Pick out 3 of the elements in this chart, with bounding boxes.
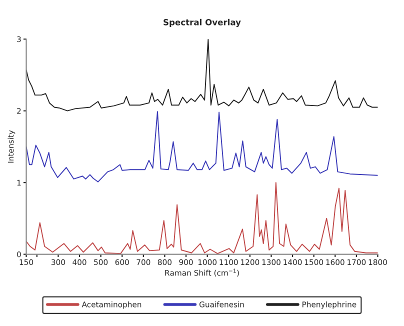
chart-title: Spectral Overlay xyxy=(164,18,241,28)
line-series xyxy=(26,111,378,182)
line-series xyxy=(26,39,378,112)
